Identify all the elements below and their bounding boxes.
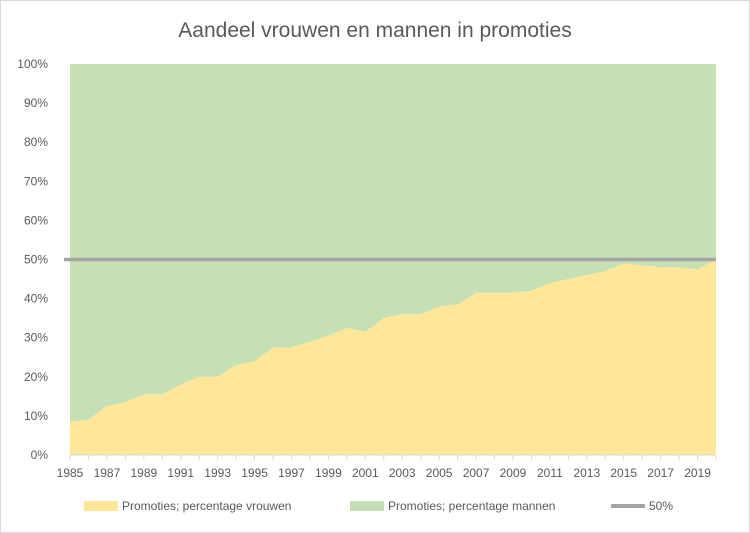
chart-title: Aandeel vrouwen en mannen in promoties: [178, 19, 572, 42]
y-tick-label: 60%: [24, 213, 48, 227]
legend-item-vrouwen: Promoties; percentage vrouwen: [84, 499, 291, 513]
legend-label-mannen: Promoties; percentage mannen: [388, 499, 556, 513]
x-tick-label: 2013: [573, 466, 600, 480]
x-tick-label: 2003: [389, 466, 416, 480]
legend-swatch-mannen: [350, 501, 384, 511]
x-tick-label: 1995: [241, 466, 268, 480]
y-tick-label: 10%: [24, 409, 48, 423]
x-tick-label: 2015: [610, 466, 637, 480]
y-tick-label: 100%: [17, 57, 48, 71]
area-series-1: [70, 64, 716, 422]
y-tick-label: 90%: [24, 96, 48, 110]
x-tick-label: 2001: [352, 466, 379, 480]
y-tick-label: 20%: [24, 370, 48, 384]
legend-item-50pct: 50%: [611, 499, 673, 513]
x-tick-label: 1985: [57, 466, 84, 480]
y-tick-label: 30%: [24, 331, 48, 345]
x-tick-label: 1999: [315, 466, 342, 480]
x-tick-label: 2009: [500, 466, 527, 480]
legend-label-50pct: 50%: [649, 499, 674, 513]
y-tick-label: 50%: [24, 253, 48, 267]
x-tick-label: 2005: [426, 466, 453, 480]
x-tick-label: 2019: [684, 466, 711, 480]
legend-label-vrouwen: Promoties; percentage vrouwen: [122, 499, 292, 513]
x-tick-label: 1993: [204, 466, 231, 480]
legend-swatch-vrouwen: [84, 501, 118, 511]
y-tick-label: 80%: [24, 135, 48, 149]
legend-item-mannen: Promoties; percentage mannen: [350, 499, 555, 513]
legend-swatch-50pct: [611, 504, 645, 508]
x-tick-label: 1997: [278, 466, 305, 480]
x-tick-label: 2011: [537, 466, 563, 480]
y-tick-label: 0%: [31, 448, 49, 462]
x-tick-label: 1987: [94, 466, 121, 480]
legend: Promoties; percentage vrouwen Promoties;…: [1, 499, 749, 519]
y-tick-label: 40%: [24, 292, 48, 306]
y-tick-label: 70%: [24, 174, 48, 188]
area-series-0: [70, 259, 716, 455]
x-tick-label: 1989: [130, 466, 157, 480]
x-tick-label: 1991: [167, 466, 194, 480]
chart-plot: 0% 10% 20% 30% 40% 50% 60% 70% 80% 90% 100% 1985 19…: [17, 57, 717, 480]
x-tick-label: 2007: [463, 466, 490, 480]
x-tick-label: 2017: [647, 466, 674, 480]
